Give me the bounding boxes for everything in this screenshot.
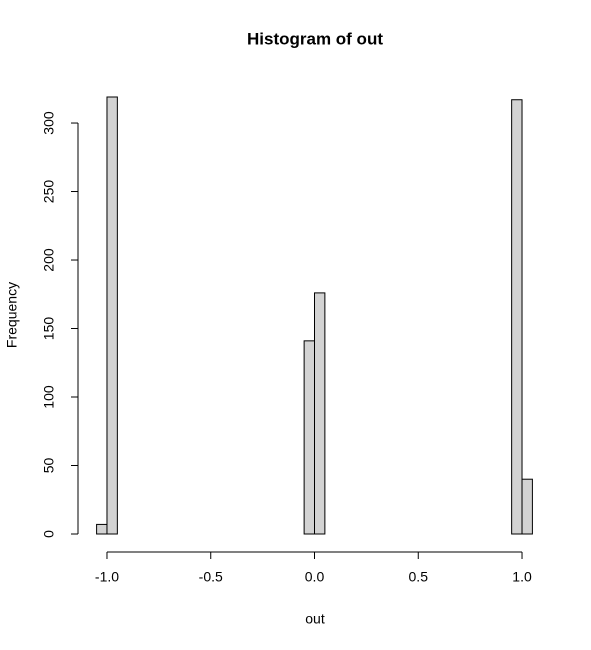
bar xyxy=(96,523,108,535)
x-tick-label: 1.0 xyxy=(512,569,532,585)
bar xyxy=(303,340,315,535)
y-tick-label: 150 xyxy=(41,317,57,341)
y-axis-label: Frequency xyxy=(4,282,20,348)
y-tick-label: 200 xyxy=(41,248,57,272)
bar xyxy=(314,292,326,535)
y-tick-label: 50 xyxy=(41,458,57,474)
y-tick-label: 250 xyxy=(41,180,57,204)
x-tick-label: -0.5 xyxy=(199,569,223,585)
y-tick-label: 100 xyxy=(41,385,57,409)
bar xyxy=(511,99,523,535)
chart-title: Histogram of out xyxy=(247,29,383,48)
y-tick-label: 0 xyxy=(41,530,57,538)
x-tick-label: 0.5 xyxy=(409,569,429,585)
bar xyxy=(106,96,118,535)
x-tick-label: 0.0 xyxy=(305,569,325,585)
x-axis-label: out xyxy=(305,611,325,627)
y-tick-label: 300 xyxy=(41,111,57,135)
x-tick-label: -1.0 xyxy=(95,569,119,585)
bar xyxy=(521,478,533,535)
